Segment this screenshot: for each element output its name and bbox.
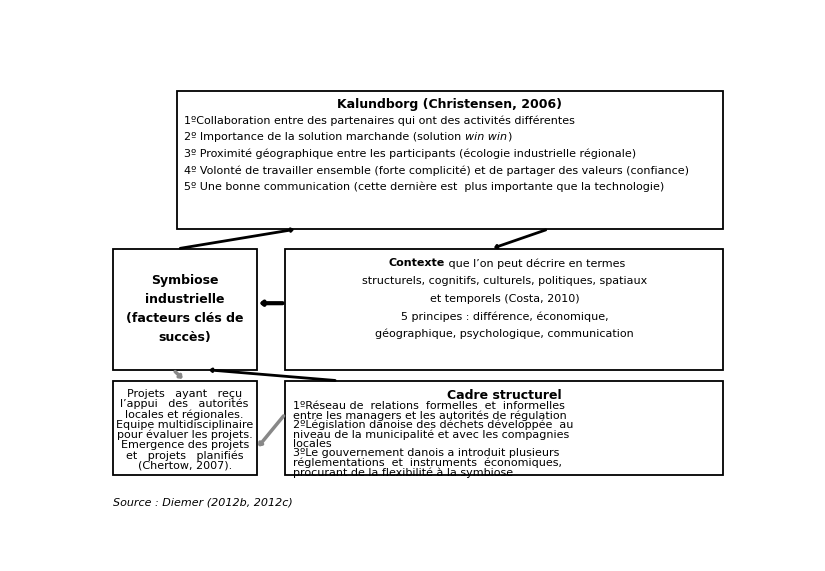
Text: 1ºCollaboration entre des partenaires qui ont des activités différentes: 1ºCollaboration entre des partenaires qu… [184, 115, 575, 126]
Text: (Chertow, 2007).: (Chertow, 2007). [138, 461, 232, 471]
Text: Contexte que l’on peut décrire en termes: Contexte que l’on peut décrire en termes [389, 259, 620, 269]
Text: Projets   ayant   reçu: Projets ayant reçu [127, 389, 243, 399]
Text: win win: win win [465, 132, 507, 142]
Text: réglementations  et  instruments  économiques,: réglementations et instruments économiqu… [293, 457, 562, 468]
Text: structurels, cognitifs, culturels, politiques, spatiaux: structurels, cognitifs, culturels, polit… [361, 276, 647, 286]
Bar [113, 249, 257, 369]
Text: 2º Importance de la solution marchande (solution: 2º Importance de la solution marchande (… [184, 132, 465, 142]
Text: locales et régionales.: locales et régionales. [125, 409, 244, 420]
Text: 2ºLégislation danoise des déchets développée  au: 2ºLégislation danoise des déchets dévelo… [293, 420, 573, 431]
Text: ): ) [507, 132, 512, 142]
Bar [285, 249, 724, 369]
Text: procurant de la flexibilité à la symbiose: procurant de la flexibilité à la symbios… [293, 467, 513, 477]
Text: 5 principes : différence, économique,: 5 principes : différence, économique, [400, 311, 608, 321]
Text: Equipe multidisciplinaire: Equipe multidisciplinaire [116, 420, 253, 429]
Text: locales: locales [293, 439, 332, 449]
Text: Symbiose
industrielle
(facteurs clés de
succès): Symbiose industrielle (facteurs clés de … [126, 274, 243, 344]
Text: 2º Importance de la solution marchande (solution: 2º Importance de la solution marchande (… [184, 132, 465, 142]
Text: entre les managers et les autorités de régulation: entre les managers et les autorités de r… [293, 411, 567, 421]
Text: que l’on peut décrire en termes: que l’on peut décrire en termes [446, 259, 625, 269]
Text: 4º Volonté de travailler ensemble (forte complicité) et de partager des valeurs : 4º Volonté de travailler ensemble (forte… [184, 165, 690, 176]
Text: Contexte: Contexte [389, 259, 446, 268]
Bar [177, 91, 724, 229]
Text: 3º Proximité géographique entre les participants (écologie industrielle régional: 3º Proximité géographique entre les part… [184, 148, 636, 159]
Text: niveau de la municipalité et avec les compagnies: niveau de la municipalité et avec les co… [293, 429, 569, 440]
Bar [285, 381, 724, 475]
Text: Kalundborg (Christensen, 2006): Kalundborg (Christensen, 2006) [337, 98, 563, 111]
Text: Cadre structurel: Cadre structurel [447, 389, 562, 401]
Text: Source : Diemer (2012b, 2012c): Source : Diemer (2012b, 2012c) [113, 497, 293, 507]
Text: l’appui   des   autorités: l’appui des autorités [120, 399, 249, 409]
Text: et   projets   planifiés: et projets planifiés [126, 451, 243, 461]
Text: 1ºRéseau de  relations  formelles  et  informelles: 1ºRéseau de relations formelles et infor… [293, 401, 565, 411]
Text: 3ºLe gouvernement danois a introduit plusieurs: 3ºLe gouvernement danois a introduit plu… [293, 448, 559, 458]
Text: Emergence des projets: Emergence des projets [120, 440, 249, 451]
Text: pour évaluer les projets.: pour évaluer les projets. [117, 430, 252, 440]
Bar [113, 381, 257, 475]
Text: 5º Une bonne communication (cette dernière est  plus importante que la technolog: 5º Une bonne communication (cette derniè… [184, 182, 665, 192]
Text: géographique, psychologique, communication: géographique, psychologique, communicati… [375, 329, 634, 339]
Text: et temporels (Costa, 2010): et temporels (Costa, 2010) [430, 293, 579, 304]
